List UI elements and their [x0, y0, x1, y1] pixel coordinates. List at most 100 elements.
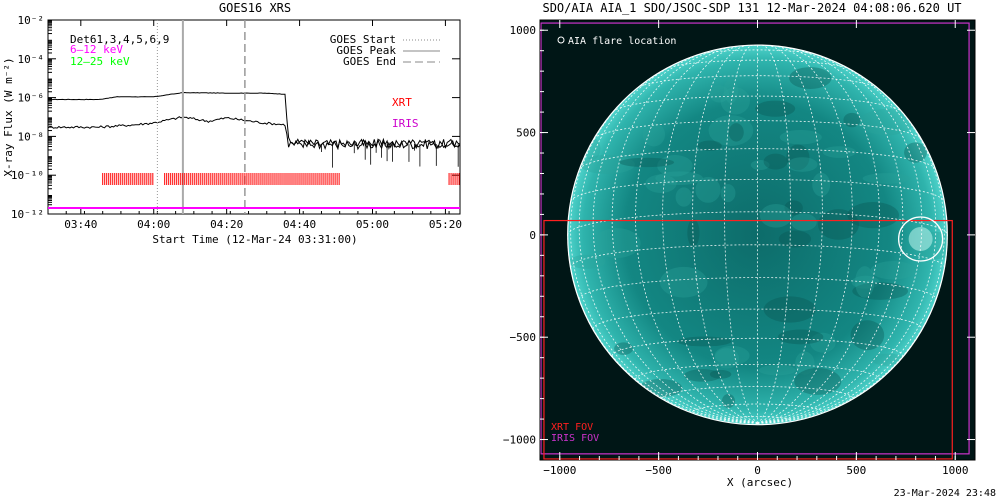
aia-xtick-label: −500 — [645, 464, 672, 477]
coronal-feature — [695, 176, 721, 203]
coronal-feature — [645, 174, 677, 194]
grid-longitude-line — [611, 47, 758, 424]
coronal-feature — [675, 187, 693, 207]
coronal-feature — [871, 353, 905, 366]
coronal-feature — [870, 261, 916, 280]
coronal-feature — [850, 320, 885, 351]
coronal-feature — [810, 332, 836, 353]
coronal-feature — [659, 266, 708, 298]
xrt-fov-box — [543, 219, 953, 460]
goes-title: GOES16 XRS — [219, 1, 291, 15]
coronal-feature — [614, 342, 634, 356]
goes-series — [47, 91, 461, 168]
coronal-feature — [709, 369, 732, 379]
grid-latitude-line — [636, 75, 879, 89]
aia-xtick-label: −1000 — [543, 464, 576, 477]
coronal-feature — [817, 209, 860, 240]
goes-xlabel: Start Time (12-Mar-24 03:31:00) — [152, 233, 357, 246]
coronal-feature — [579, 154, 635, 175]
goes-ytick-label: 10⁻⁶ — [18, 92, 45, 105]
iris-fov-box — [540, 22, 970, 455]
grid-longitude-line — [570, 79, 758, 424]
grid-latitude-line — [612, 95, 903, 113]
aia-ytick-label: −1000 — [503, 434, 536, 447]
grid-longitude-line — [592, 49, 758, 424]
coronal-feature — [789, 67, 832, 90]
goes-xtick-label: 03:40 — [64, 218, 97, 231]
legend-detectors: Det61,3,4,5,6,9 — [70, 33, 169, 46]
legend-circle-icon — [557, 36, 565, 44]
goes-series-short — [47, 116, 461, 151]
coronal-feature — [843, 112, 861, 128]
coronal-feature — [787, 157, 818, 172]
coronal-feature — [778, 230, 812, 248]
coronal-feature — [714, 348, 740, 369]
coronal-feature — [568, 254, 606, 269]
legend-goes-peak: GOES Peak — [336, 44, 396, 57]
goes-xtick-label: 04:00 — [137, 218, 170, 231]
coronal-feature — [687, 218, 700, 247]
iris-fov-label: IRIS FOV — [551, 433, 599, 444]
aia-ytick-label: −500 — [510, 331, 537, 344]
aia-legend: AIA flare location — [568, 36, 676, 47]
grid-longitude-line — [757, 79, 945, 424]
goes-xtick-label: 05:20 — [429, 218, 462, 231]
grid-longitude-line — [662, 45, 758, 424]
aia-ytick-label: 500 — [516, 127, 536, 140]
coronal-feature — [759, 203, 793, 228]
goes-xtick-label: 04:40 — [283, 218, 316, 231]
legend-band2: 12–25 keV — [70, 55, 130, 68]
coronal-feature — [790, 213, 817, 231]
coronal-feature — [720, 87, 750, 115]
coronal-feature — [750, 159, 770, 171]
coronal-feature — [657, 155, 693, 177]
grid-latitude-line — [570, 244, 945, 268]
coronal-feature — [697, 140, 722, 151]
legend-iris: IRIS — [392, 117, 419, 130]
grid-longitude-line — [757, 46, 880, 424]
xrt-fov-label: XRT FOV — [551, 422, 593, 433]
coronal-feature — [709, 85, 730, 103]
legend-band1: 6–12 keV — [70, 43, 123, 56]
aia-panel: SDO/AIA AIA_1 SDO/JSOC-SDP 131 12-Mar-20… — [503, 1, 976, 489]
aia-xlabel: X (arcsec) — [727, 476, 793, 489]
grid-longitude-line — [567, 234, 758, 424]
goes-ytick-label: 10⁻¹⁰ — [11, 169, 44, 182]
grid-latitude-line — [665, 59, 850, 70]
goes-series-long — [48, 91, 461, 151]
goes-ytick-label: 10⁻² — [18, 14, 45, 27]
grid-longitude-line — [757, 55, 937, 424]
goes-ylabel: X-ray Flux (W m⁻²) — [2, 57, 15, 176]
coronal-feature — [862, 173, 911, 184]
grid-longitude-line — [757, 234, 948, 424]
coronal-feature — [779, 129, 822, 145]
coronal-feature — [904, 142, 927, 163]
heliographic-grid — [567, 44, 948, 424]
grid-longitude-line — [757, 44, 791, 424]
aia-xtick-label: 1000 — [942, 464, 969, 477]
goes-panel: GOES16 XRS 03:40 04:00 04:20 04:40 05:00 05:2… — [2, 1, 462, 246]
coronal-feature — [720, 184, 736, 203]
coronal-feature — [859, 108, 914, 136]
grid-longitude-line — [692, 45, 758, 424]
goes-ytick-label: 10⁻⁸ — [18, 130, 45, 143]
grid-longitude-line — [757, 47, 904, 424]
coronal-feature — [708, 115, 754, 146]
coronal-feature — [795, 351, 815, 375]
flare-location-circle — [897, 216, 944, 262]
coronal-feature — [755, 100, 796, 117]
goes-axis-ticks: 03:40 04:00 04:20 04:40 05:00 05:20 10⁻¹² 10⁻¹⁰… — [11, 14, 462, 231]
aia-xtick-label: 500 — [846, 464, 866, 477]
legend-goes-end: GOES End — [343, 55, 396, 68]
grid-longitude-line — [724, 44, 758, 424]
grid-latitude-line — [593, 120, 922, 139]
aia-xtick-label: 0 — [754, 464, 761, 477]
coronal-feature — [619, 157, 675, 168]
coronal-feature — [786, 144, 810, 171]
coronal-feature — [812, 172, 831, 197]
aia-title: SDO/AIA AIA_1 SDO/JSOC-SDP 131 12-Mar-20… — [542, 1, 961, 15]
grid-longitude-line — [635, 46, 758, 424]
coronal-feature — [822, 146, 857, 158]
goes-xtick-label: 04:20 — [210, 218, 243, 231]
